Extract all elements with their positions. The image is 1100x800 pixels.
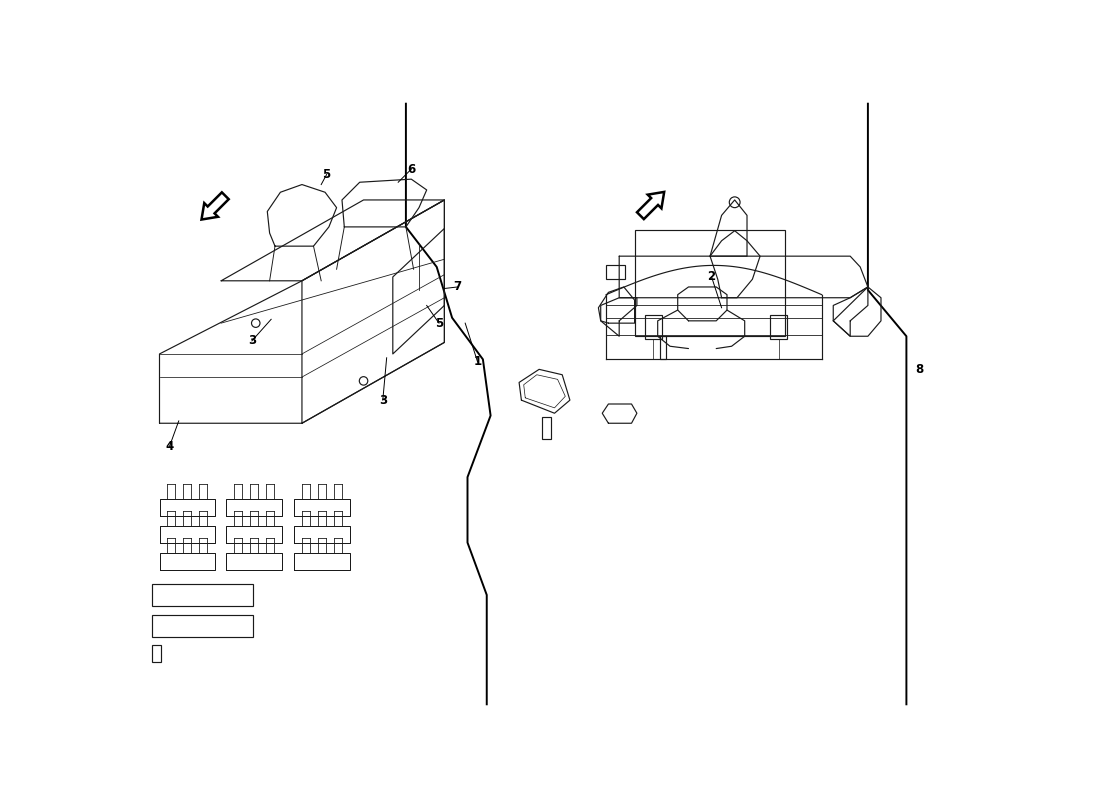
Bar bbox=[660, 336, 667, 359]
Text: 6: 6 bbox=[407, 162, 416, 176]
Text: 2: 2 bbox=[707, 270, 716, 283]
Bar bbox=[152, 645, 161, 662]
Text: 3: 3 bbox=[248, 334, 256, 347]
Bar bbox=[152, 584, 253, 606]
Bar bbox=[606, 266, 625, 279]
Text: 5: 5 bbox=[322, 168, 331, 181]
Bar bbox=[542, 417, 551, 438]
Text: 8: 8 bbox=[915, 363, 924, 376]
Text: 7: 7 bbox=[453, 281, 462, 294]
Text: 5: 5 bbox=[434, 317, 443, 330]
Text: 1: 1 bbox=[473, 355, 482, 368]
Bar bbox=[152, 615, 253, 637]
Text: 3: 3 bbox=[378, 394, 387, 406]
Text: 4: 4 bbox=[165, 440, 174, 453]
Bar bbox=[645, 315, 661, 338]
Bar bbox=[635, 230, 784, 336]
Bar bbox=[770, 315, 788, 338]
